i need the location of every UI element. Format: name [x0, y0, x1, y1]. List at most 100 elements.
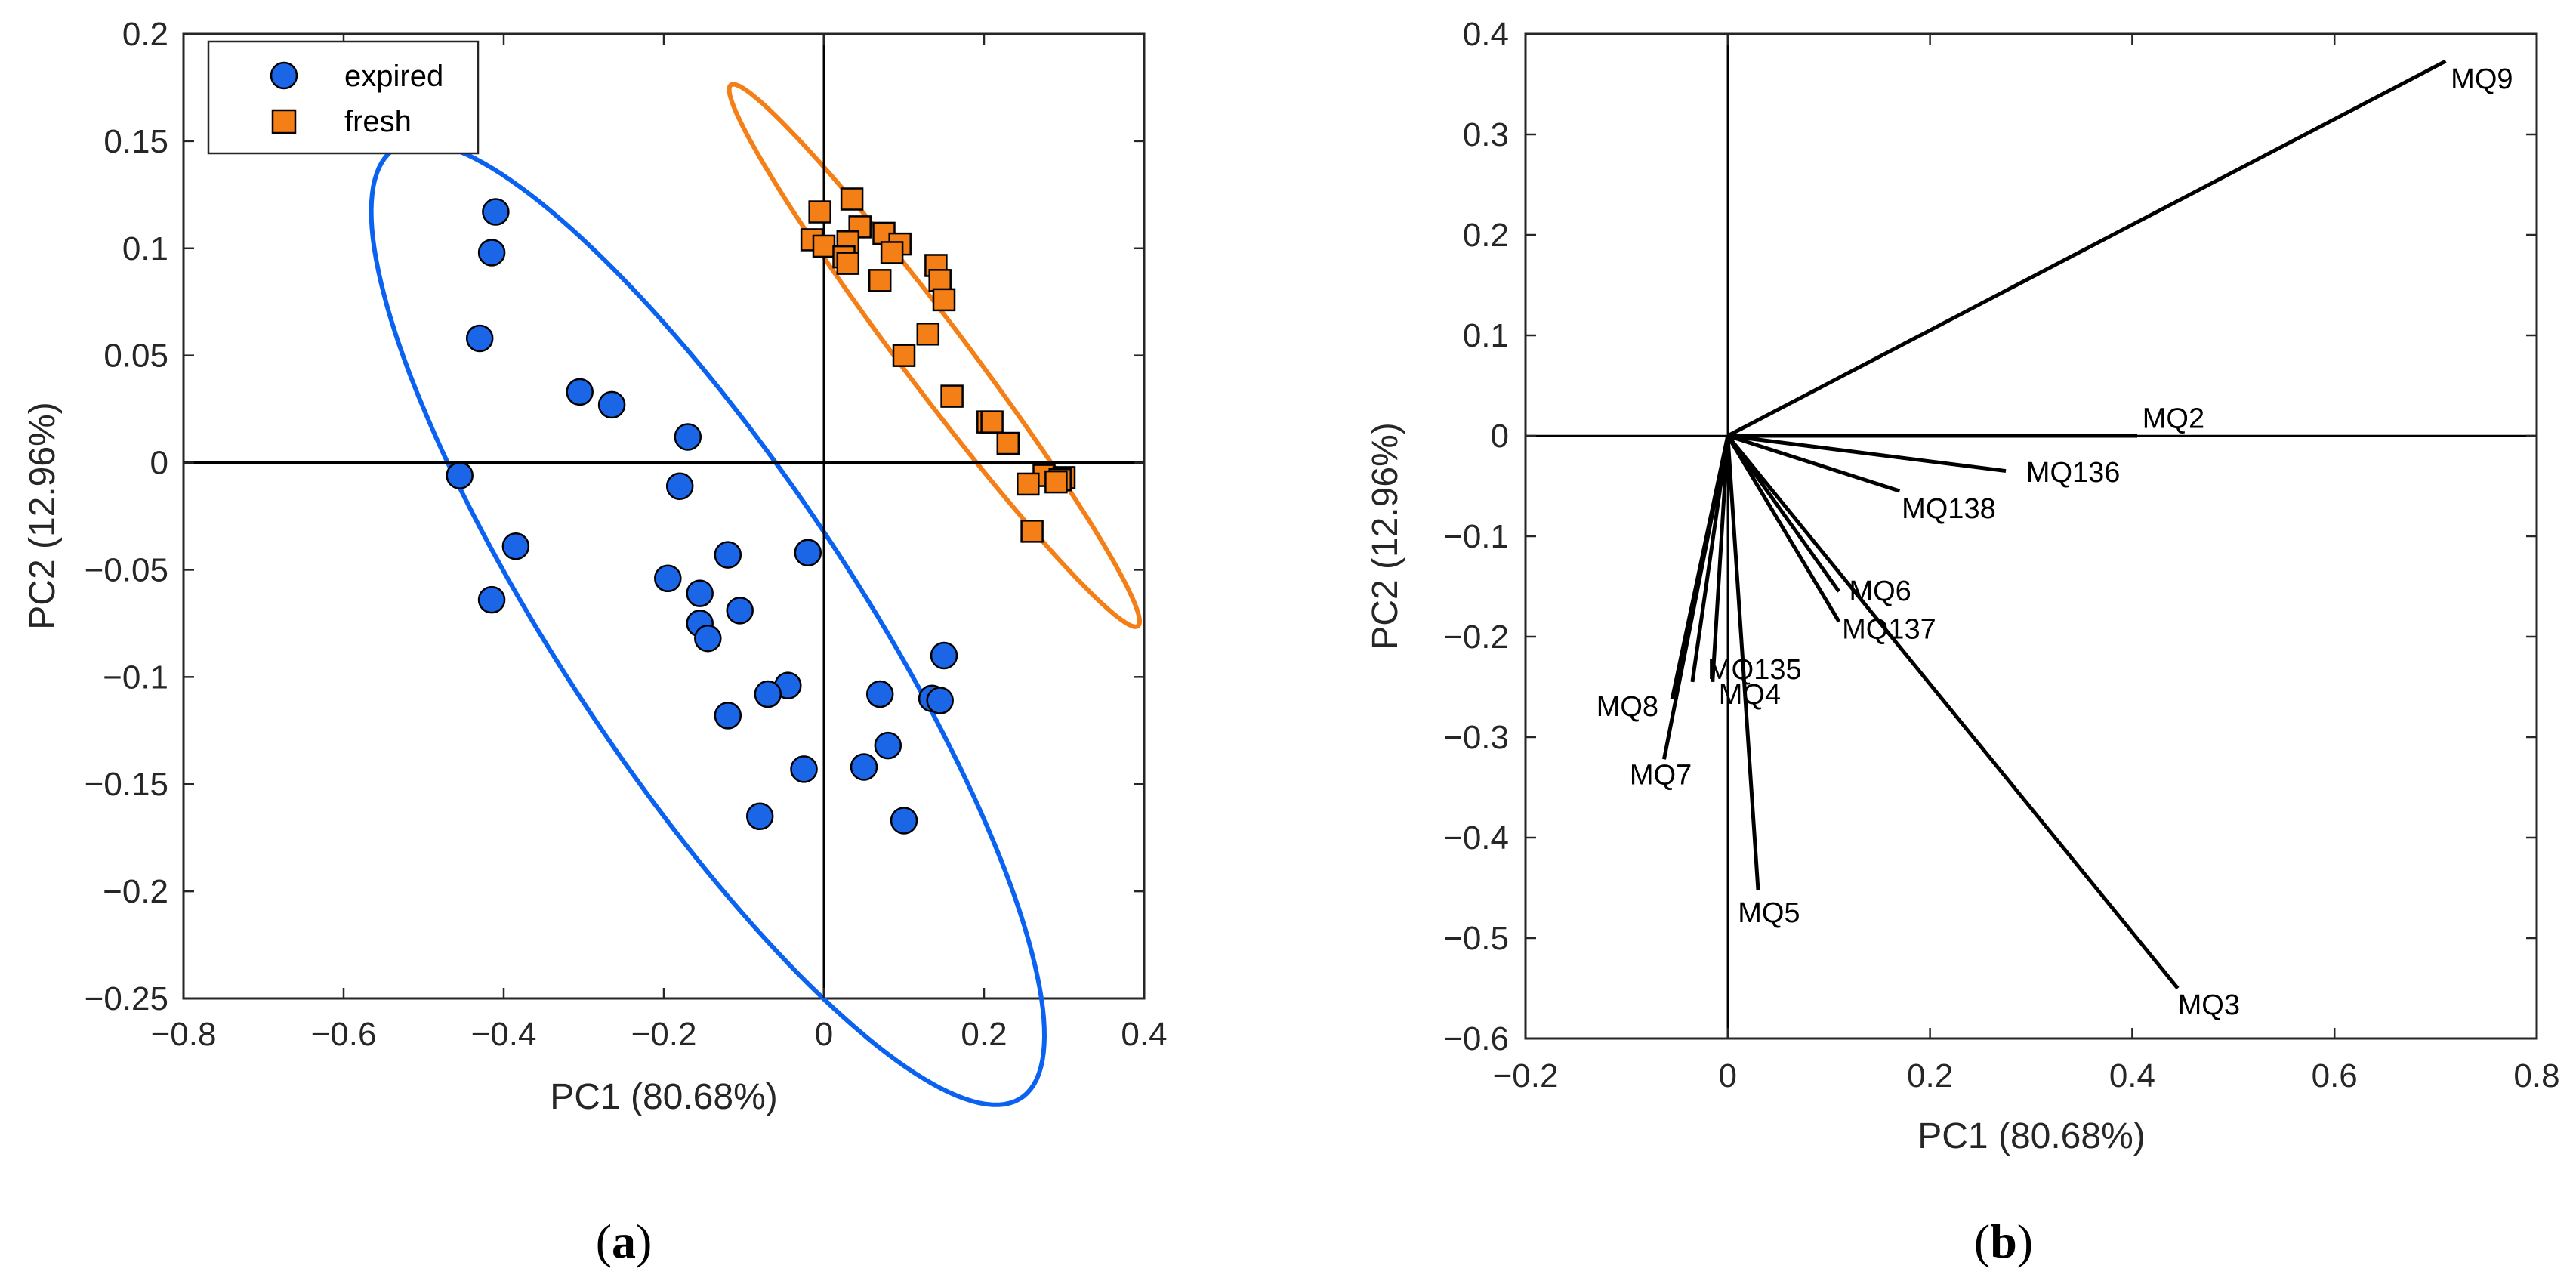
loading-vector-mq138 [1727, 434, 1901, 493]
panel-a-x-tick-label: −0.4 [471, 1016, 537, 1053]
caption-a-close: ) [636, 1214, 652, 1268]
panel-a-x-tick-label: 0.2 [961, 1016, 1007, 1053]
expired-point [745, 802, 774, 831]
panel-b-y-tick-label: 0.3 [1463, 116, 1509, 153]
expired-point [930, 641, 958, 670]
expired-point [726, 597, 754, 625]
panel-b-y-tick-label: 0.1 [1463, 317, 1509, 354]
loading-label-mq8: MQ8 [1597, 691, 1658, 723]
expired-point [465, 324, 494, 353]
expired-point [477, 239, 506, 267]
caption-a-open: ( [596, 1214, 612, 1268]
panel-b-x-tick-label: 0.6 [2312, 1057, 2358, 1094]
fresh-point [1020, 520, 1044, 543]
expired-point [850, 753, 878, 781]
fresh-point [940, 384, 964, 408]
panel-b-x-tick-label: −0.2 [1493, 1057, 1559, 1094]
loading-label-mq137: MQ137 [1842, 614, 1936, 646]
panel-a-y-tick-label: 0.15 [103, 123, 168, 160]
fresh-point [928, 269, 952, 292]
panel-a-y-tick-label: −0.05 [85, 551, 168, 588]
legend-expired-marker [270, 61, 298, 90]
panel-a-y-tick-label: 0 [150, 445, 168, 482]
loading-vector-mq7 [1661, 435, 1730, 760]
loading-vector-mq5 [1726, 435, 1760, 890]
expired-point [714, 541, 742, 569]
panel-a-x-tick-label: 0.4 [1121, 1016, 1167, 1053]
expired-point [654, 564, 682, 593]
panel-a-scatter: −0.8 −0.6 −0.4 −0.2 0 0.2 0.4 −0.25 −0.2 −0.15 −0… [23, 16, 1168, 1117]
panel-a-y-tick-label: −0.25 [85, 980, 168, 1017]
panel-b-y-tick-label: −0.1 [1443, 518, 1509, 555]
fresh-point [808, 200, 831, 224]
loading-label-mq7: MQ7 [1630, 760, 1692, 792]
loading-vector-mq3 [1726, 434, 2180, 990]
panel-b-y-tick-label: 0.4 [1463, 16, 1509, 53]
loading-label-mq4: MQ4 [1719, 679, 1781, 711]
loading-label-mq6: MQ6 [1849, 576, 1911, 607]
panel-b-x-tick-label: 0.2 [1907, 1057, 1953, 1094]
panel-b-y-tick-label: −0.2 [1443, 619, 1509, 656]
fresh-point [1044, 470, 1068, 494]
legend-fresh-label: fresh [344, 105, 412, 138]
panel-a-x-axis-label: PC1 (80.68%) [550, 1077, 777, 1117]
panel-b-x-tick-label: 0.8 [2513, 1057, 2559, 1094]
fresh-point [980, 410, 1004, 434]
expired-point [446, 461, 474, 489]
loading-label-mq9: MQ9 [2451, 63, 2513, 95]
loading-vector-mq137 [1726, 434, 1841, 623]
panel-a-y-axis-label: PC2 (12.96%) [23, 402, 63, 629]
expired-point [665, 472, 694, 501]
legend-fresh-marker [271, 109, 297, 134]
panel-b-y-tick-label: −0.4 [1443, 819, 1509, 856]
loading-vector-mq4 [1690, 435, 1730, 683]
caption-b-letter: b [1990, 1214, 2017, 1268]
legend-box [207, 40, 480, 155]
loading-vector-mq9 [1726, 59, 2447, 438]
expired-point [714, 702, 742, 730]
panel-a-y-tick-label: 0.05 [103, 338, 168, 375]
loading-vector-mq135 [1711, 435, 1730, 683]
expired-point [501, 532, 530, 560]
caption-b: (b) [1974, 1214, 2033, 1268]
caption-a: (a) [596, 1214, 652, 1268]
panel-b-y-tick-label: −0.6 [1443, 1020, 1509, 1057]
loading-label-mq3: MQ3 [2178, 989, 2240, 1021]
loading-label-mq5: MQ5 [1738, 897, 1800, 929]
expired-point [754, 680, 782, 708]
expired-point [865, 680, 894, 708]
expired-point [477, 585, 506, 614]
panel-a-y-tick-label: −0.15 [85, 766, 168, 803]
panel-b-y-tick-label: −0.5 [1443, 920, 1509, 957]
expired-point [482, 198, 510, 226]
fresh-point [996, 431, 1020, 455]
expired-confidence-ellipse [369, 139, 1047, 1107]
loading-label-mq138: MQ138 [1902, 493, 1996, 525]
panel-b-plot-area [1524, 32, 2538, 1040]
expired-point [674, 423, 702, 451]
fresh-point [880, 241, 904, 264]
fresh-point [916, 323, 940, 346]
loading-vector-mq136 [1727, 434, 2007, 474]
panel-b-y-tick-label: 0.2 [1463, 217, 1509, 254]
panel-a-x-tick-label: −0.6 [311, 1016, 377, 1053]
expired-point [597, 390, 626, 419]
expired-point [694, 625, 722, 653]
panel-a-y-tick-label: −0.2 [103, 873, 168, 910]
panel-b-y-axis-label: PC2 (12.96%) [1365, 422, 1405, 650]
panel-a-x-tick-label: −0.8 [151, 1016, 217, 1053]
fresh-point [932, 288, 956, 312]
fresh-point [836, 252, 860, 275]
panel-a-x-tick-label: −0.2 [631, 1016, 697, 1053]
expired-point [794, 539, 822, 566]
caption-a-letter: a [612, 1214, 636, 1268]
expired-point [686, 579, 714, 607]
expired-point [890, 807, 918, 835]
loading-label-mq2: MQ2 [2143, 403, 2204, 434]
fresh-point [892, 344, 916, 367]
legend-expired-label: expired [344, 60, 443, 93]
expired-point [566, 378, 594, 406]
loading-vector-mq6 [1726, 434, 1841, 593]
